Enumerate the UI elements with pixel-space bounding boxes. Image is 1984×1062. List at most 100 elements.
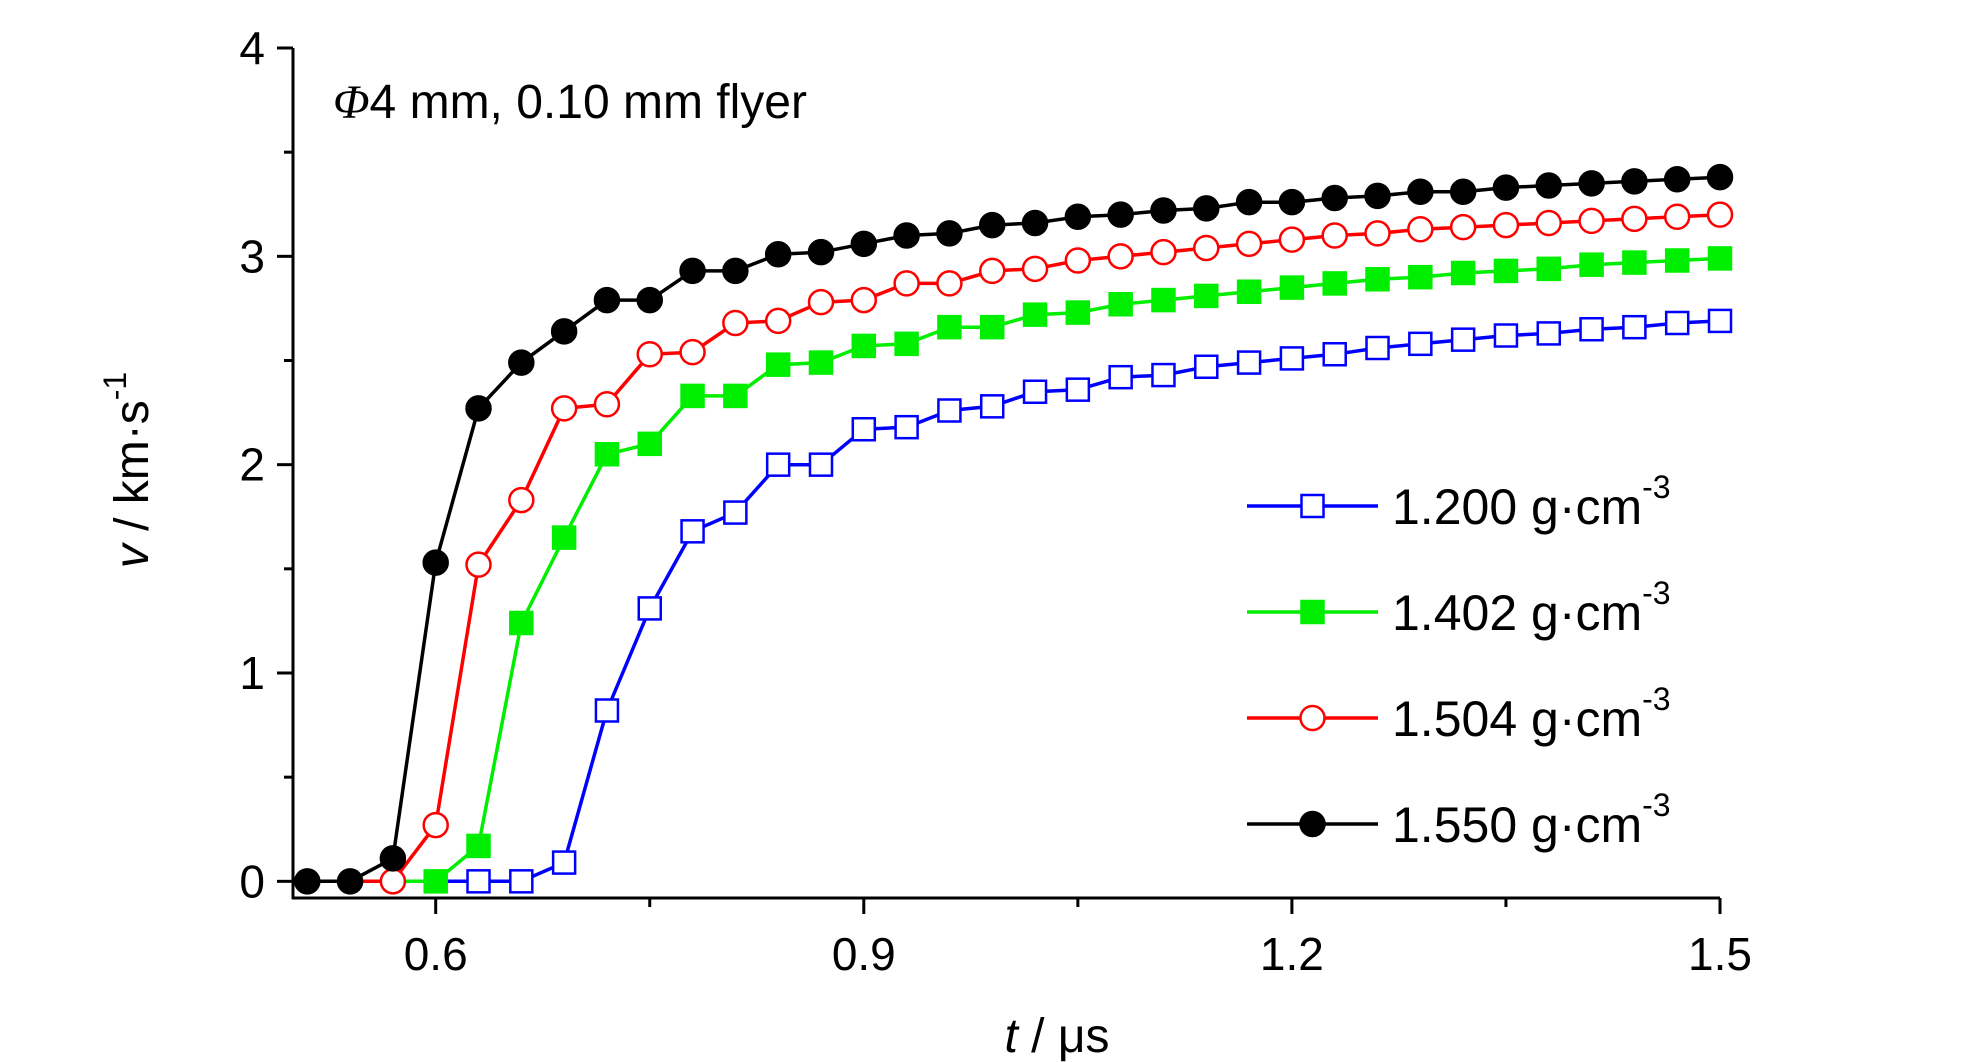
legend-label-main: 1.550 g·cm [1392, 797, 1642, 853]
data-point [1663, 203, 1691, 230]
y-tick-label: 3 [239, 230, 265, 282]
legend-label-sup: -3 [1642, 469, 1670, 505]
data-point [1065, 377, 1091, 402]
data-point [893, 222, 920, 249]
x-tick-label: 1.5 [1688, 928, 1752, 980]
data-point [1408, 331, 1433, 357]
data-point [1535, 172, 1563, 199]
data-point [1194, 354, 1219, 379]
data-point [1492, 174, 1520, 201]
legend-label-sup: -3 [1642, 575, 1670, 611]
data-point [1194, 283, 1219, 309]
legend-label-main: 1.504 g·cm [1392, 691, 1642, 747]
data-point [1621, 168, 1648, 195]
data-point [1407, 178, 1434, 205]
data-point [509, 610, 534, 636]
data-point [1706, 163, 1734, 191]
data-point [466, 869, 491, 894]
data-point [1064, 247, 1092, 274]
x-axis-unit: / μs [1018, 1010, 1110, 1062]
data-point [680, 519, 705, 544]
data-point [379, 845, 407, 872]
legend-marker [1299, 810, 1326, 838]
data-point [1536, 256, 1562, 282]
data-point [1279, 275, 1305, 300]
data-point [679, 257, 706, 285]
x-tick-label: 0.9 [832, 928, 896, 980]
legend-marker [1300, 493, 1325, 519]
legend-item-1550: 1.550 g·cm-3 [1247, 787, 1671, 853]
data-point [1321, 184, 1348, 212]
data-point [1365, 267, 1390, 292]
data-point [594, 698, 620, 723]
data-point [1407, 216, 1434, 243]
data-point [1707, 246, 1733, 271]
data-point [850, 230, 878, 258]
data-point [509, 869, 534, 894]
data-point [379, 868, 407, 895]
legend-label: 1.200 g·cm-3 [1392, 469, 1671, 535]
legend-marker [1300, 599, 1325, 625]
data-point [1493, 323, 1519, 348]
y-axis-var: v [106, 541, 159, 568]
data-point [1664, 310, 1690, 336]
data-point [679, 338, 706, 366]
data-point [1622, 250, 1647, 275]
y-axis-title: v / km·s-1 [97, 372, 159, 568]
data-point [465, 551, 492, 578]
data-point [723, 383, 748, 409]
data-point [1492, 211, 1520, 239]
data-point [1449, 178, 1477, 205]
data-point [1321, 222, 1348, 249]
data-point [1108, 292, 1133, 317]
series-1504 [293, 201, 1734, 895]
legend-label-sup: -3 [1642, 787, 1670, 823]
data-point [1664, 248, 1690, 273]
data-point [723, 500, 748, 525]
legend: 1.200 g·cm-31.402 g·cm-31.504 g·cm-31.55… [1247, 469, 1671, 853]
data-point [1449, 213, 1477, 241]
data-point [508, 349, 535, 376]
data-point [636, 341, 663, 368]
data-point [722, 257, 749, 285]
data-point [1365, 335, 1390, 361]
data-point [1535, 209, 1563, 237]
series-1550 [293, 163, 1734, 895]
data-point [894, 414, 919, 440]
data-point [1193, 234, 1220, 262]
data-point [1193, 195, 1220, 222]
data-point [1151, 362, 1176, 388]
data-point [979, 314, 1005, 340]
data-point [593, 286, 621, 314]
data-point [1364, 220, 1391, 247]
data-point [894, 331, 919, 357]
chart-annotation: Φ4 mm, 0.10 mm flyer [333, 76, 807, 129]
data-point [850, 286, 878, 314]
data-point [1322, 342, 1347, 367]
annotation-layer: Φ4 mm, 0.10 mm flyer [333, 76, 807, 129]
legend-label: 1.402 g·cm-3 [1392, 575, 1671, 641]
y-tick-label: 4 [239, 22, 265, 74]
data-point [637, 431, 662, 457]
data-point [937, 398, 962, 423]
data-point [807, 238, 835, 266]
legend-label-main: 1.200 g·cm [1392, 479, 1642, 535]
data-point [978, 257, 1006, 285]
data-point [765, 352, 791, 377]
data-point [1151, 287, 1176, 313]
data-point [1022, 379, 1048, 404]
data-point [937, 314, 962, 340]
legend-label: 1.504 g·cm-3 [1392, 681, 1671, 747]
data-point [1108, 364, 1133, 390]
data-point [551, 850, 577, 875]
data-point [336, 868, 364, 895]
data-point [1579, 252, 1604, 277]
y-tick-label: 2 [239, 439, 265, 491]
data-point [1578, 170, 1605, 197]
data-point [765, 452, 791, 477]
data-point [1022, 302, 1048, 327]
series-layer [293, 163, 1734, 895]
data-point [680, 383, 705, 409]
data-point [636, 286, 663, 314]
